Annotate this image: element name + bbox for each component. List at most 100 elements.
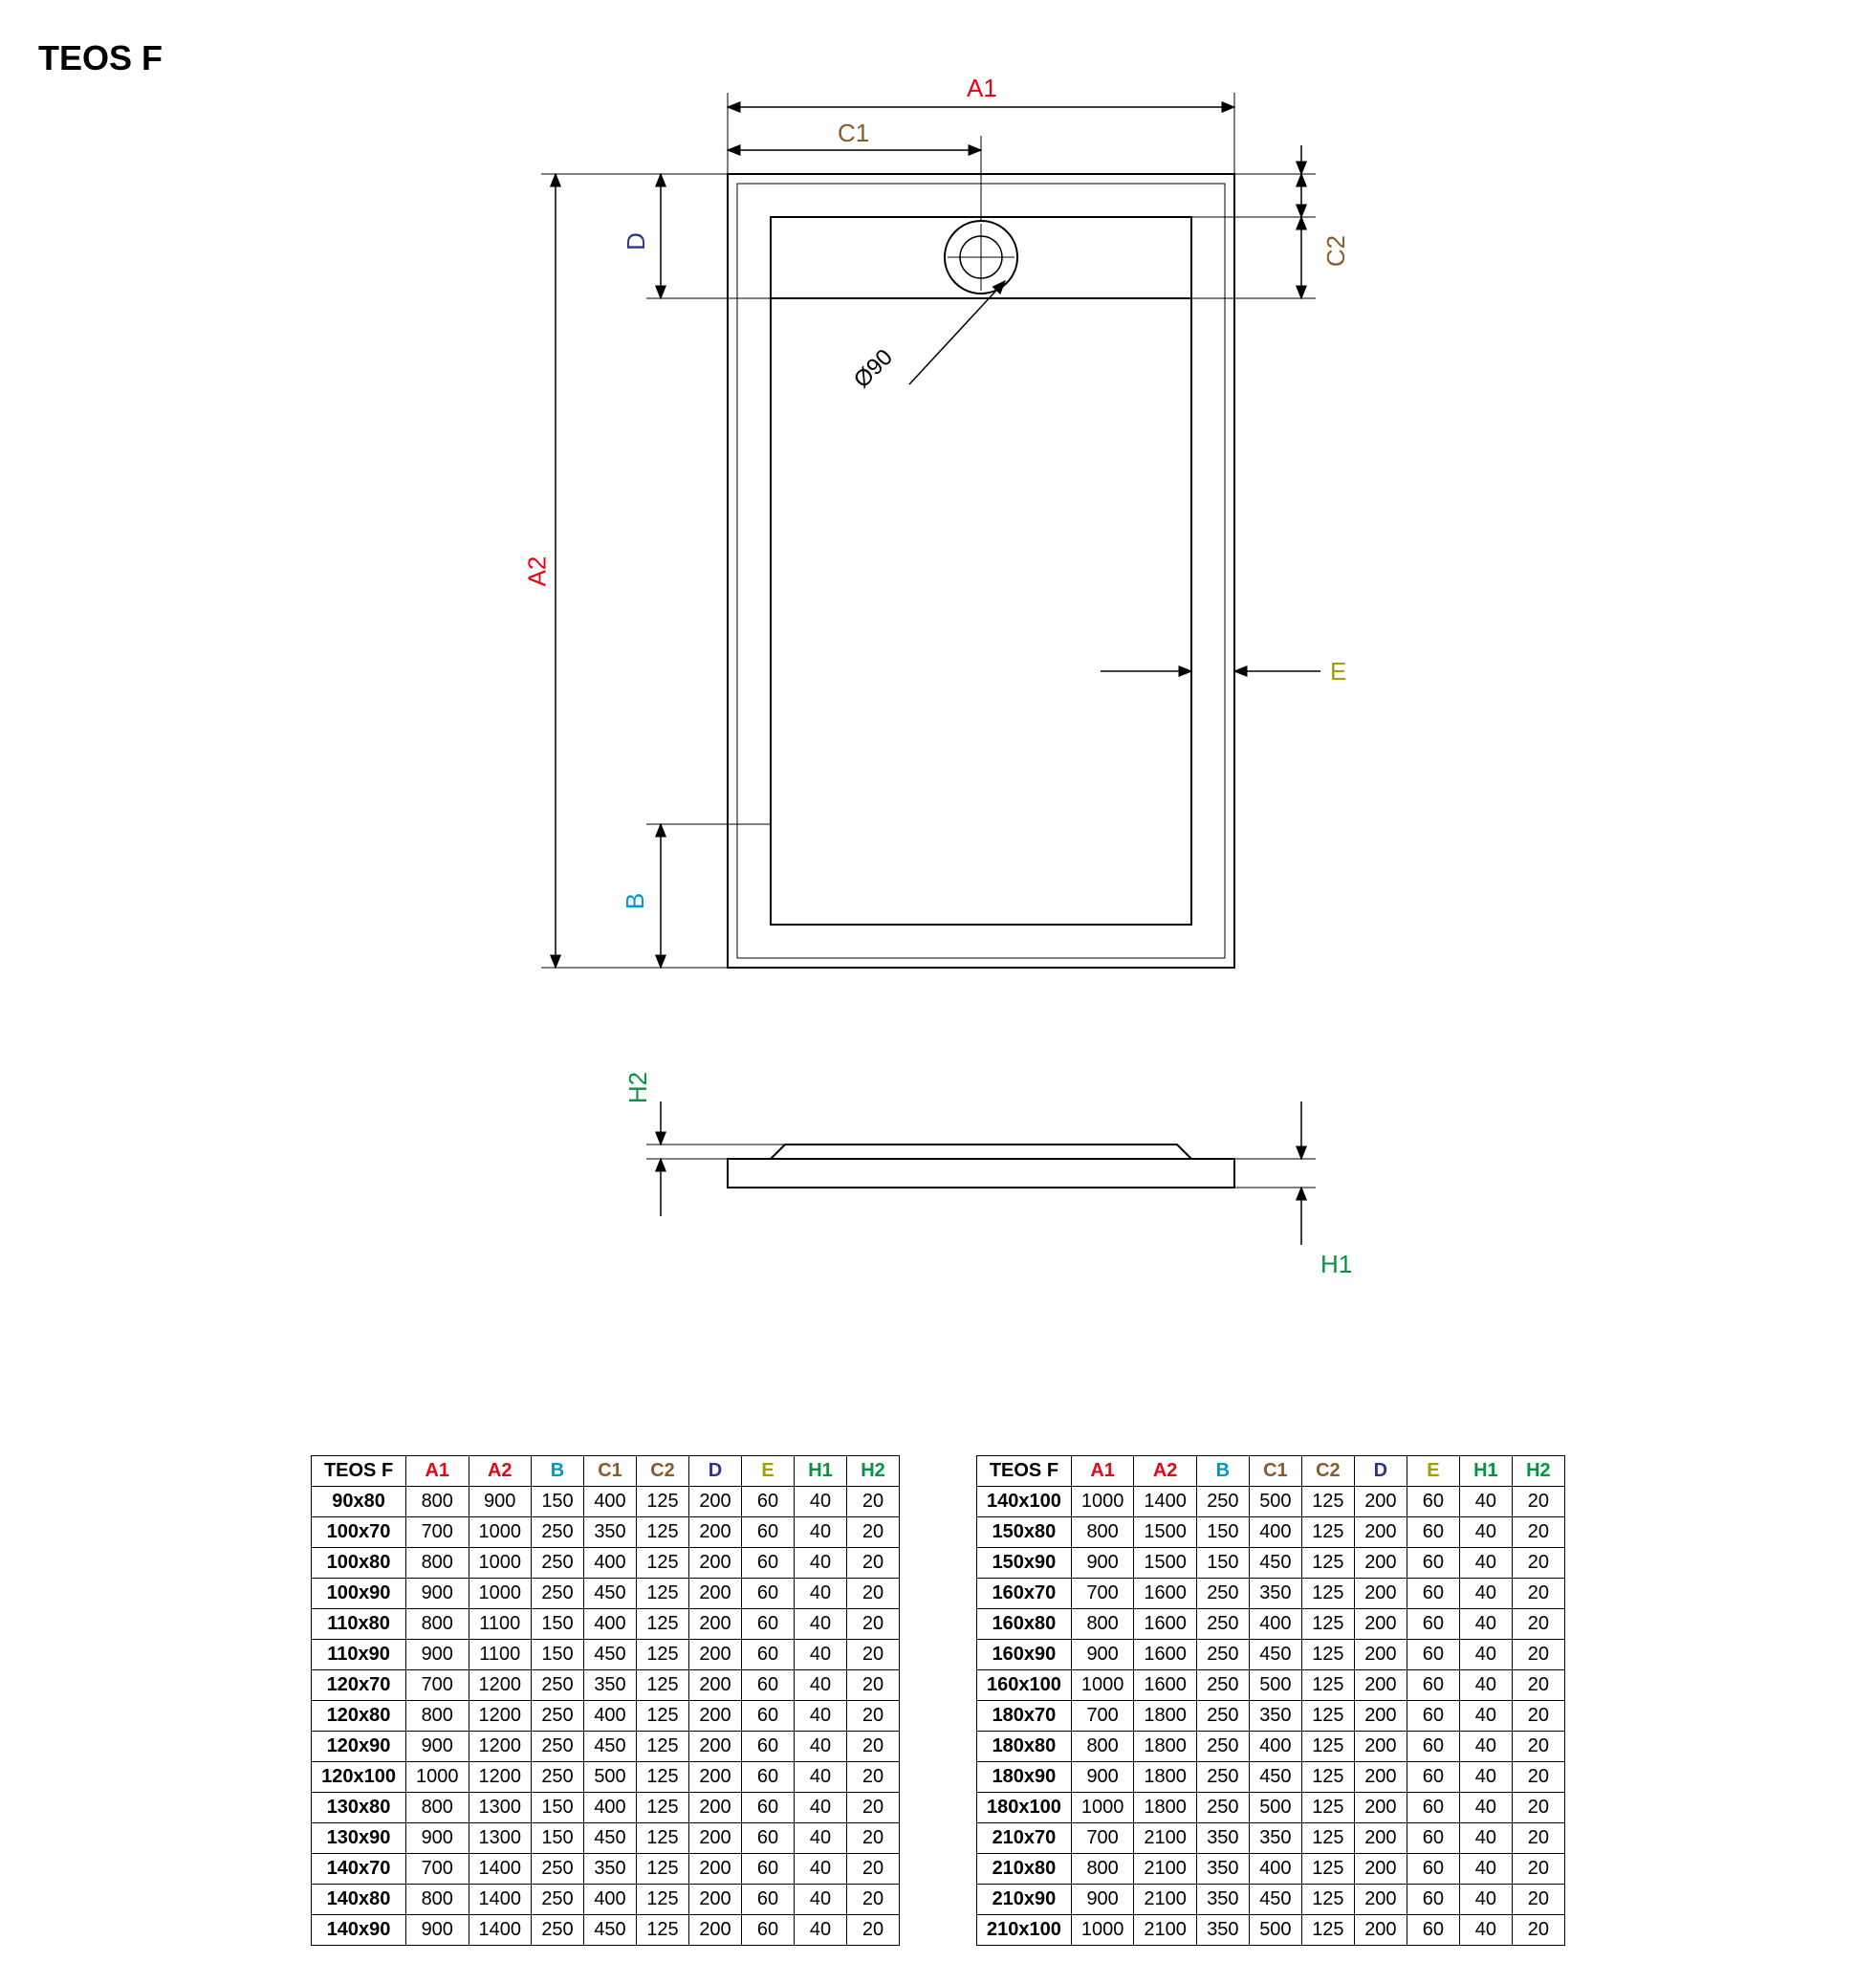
table-cell: 40 (1459, 1793, 1512, 1823)
table-cell: 200 (1354, 1915, 1407, 1946)
table-row: 140x808001400250400125200604020 (312, 1885, 900, 1915)
table-cell: 800 (1071, 1854, 1134, 1885)
table-cell: 350 (1249, 1823, 1301, 1854)
table-cell: 210x80 (977, 1854, 1072, 1885)
table-cell: 450 (584, 1640, 637, 1670)
table-cell: 20 (847, 1670, 900, 1701)
table-cell: 20 (847, 1854, 900, 1885)
dimension-table-left: TEOS FA1A2BC1C2DEH1H2 90x808009001504001… (311, 1455, 900, 1946)
table-row: 180x10010001800250500125200604020 (977, 1793, 1565, 1823)
table-cell: 60 (742, 1823, 795, 1854)
table-cell: 200 (1354, 1762, 1407, 1793)
table-row: 120x909001200250450125200604020 (312, 1732, 900, 1762)
table-header: A2 (1134, 1456, 1197, 1487)
table-cell: 20 (847, 1609, 900, 1640)
table-row: 210x808002100350400125200604020 (977, 1854, 1565, 1885)
table-cell: 200 (689, 1517, 742, 1548)
table-header: C2 (637, 1456, 689, 1487)
table-cell: 125 (637, 1915, 689, 1946)
table-cell: 200 (689, 1732, 742, 1762)
table-cell: 250 (1196, 1793, 1249, 1823)
table-cell: 900 (1071, 1885, 1134, 1915)
table-cell: 40 (795, 1885, 847, 1915)
table-cell: 700 (406, 1517, 469, 1548)
table-cell: 125 (1301, 1732, 1354, 1762)
table-cell: 1600 (1134, 1609, 1197, 1640)
table-row: 90x80800900150400125200604020 (312, 1487, 900, 1517)
table-cell: 125 (637, 1732, 689, 1762)
table-cell: 800 (406, 1885, 469, 1915)
table-cell: 125 (1301, 1640, 1354, 1670)
table-row: 160x707001600250350125200604020 (977, 1579, 1565, 1609)
table-cell: 60 (742, 1793, 795, 1823)
table-cell: 20 (1512, 1670, 1564, 1701)
table-cell: 120x100 (312, 1762, 406, 1793)
table-cell: 500 (1249, 1487, 1301, 1517)
table-row: 100x909001000250450125200604020 (312, 1579, 900, 1609)
table-cell: 60 (1407, 1579, 1459, 1609)
table-cell: 700 (1071, 1701, 1134, 1732)
table-cell: 60 (1407, 1793, 1459, 1823)
table-cell: 800 (406, 1487, 469, 1517)
table-header: B (1196, 1456, 1249, 1487)
table-cell: 160x100 (977, 1670, 1072, 1701)
table-cell: 60 (1407, 1885, 1459, 1915)
table-cell: 200 (1354, 1670, 1407, 1701)
table-cell: 1800 (1134, 1732, 1197, 1762)
table-cell: 900 (406, 1640, 469, 1670)
table-cell: 900 (469, 1487, 532, 1517)
table-cell: 450 (584, 1915, 637, 1946)
table-row: 160x808001600250400125200604020 (977, 1609, 1565, 1640)
table-cell: 125 (637, 1793, 689, 1823)
table-row: 140x10010001400250500125200604020 (977, 1487, 1565, 1517)
table-cell: 40 (795, 1732, 847, 1762)
table-cell: 125 (1301, 1609, 1354, 1640)
table-cell: 40 (1459, 1823, 1512, 1854)
table-cell: 500 (1249, 1915, 1301, 1946)
table-row: 110x808001100150400125200604020 (312, 1609, 900, 1640)
table-cell: 20 (1512, 1517, 1564, 1548)
table-cell: 250 (532, 1915, 584, 1946)
table-cell: 100x70 (312, 1517, 406, 1548)
table-cell: 1000 (469, 1517, 532, 1548)
table-cell: 60 (1407, 1487, 1459, 1517)
table-cell: 250 (532, 1579, 584, 1609)
table-header: A2 (469, 1456, 532, 1487)
table-cell: 900 (406, 1823, 469, 1854)
table-cell: 1000 (406, 1762, 469, 1793)
table-cell: 60 (742, 1732, 795, 1762)
table-cell: 150 (532, 1609, 584, 1640)
table-cell: 20 (847, 1732, 900, 1762)
table-cell: 125 (637, 1701, 689, 1732)
table-cell: 700 (406, 1854, 469, 1885)
table-cell: 210x90 (977, 1885, 1072, 1915)
table-cell: 200 (689, 1701, 742, 1732)
table-cell: 700 (1071, 1579, 1134, 1609)
table-header: C1 (1249, 1456, 1301, 1487)
table-cell: 125 (637, 1609, 689, 1640)
table-row: 160x909001600250450125200604020 (977, 1640, 1565, 1670)
table-cell: 1000 (1071, 1915, 1134, 1946)
table-cell: 200 (689, 1823, 742, 1854)
table-cell: 60 (1407, 1548, 1459, 1579)
table-cell: 40 (795, 1487, 847, 1517)
table-row: 130x808001300150400125200604020 (312, 1793, 900, 1823)
table-row: 180x707001800250350125200604020 (977, 1701, 1565, 1732)
table-cell: 60 (1407, 1670, 1459, 1701)
table-cell: 20 (847, 1701, 900, 1732)
table-cell: 350 (584, 1517, 637, 1548)
table-cell: 160x80 (977, 1609, 1072, 1640)
table-cell: 350 (1196, 1854, 1249, 1885)
table-cell: 1200 (469, 1762, 532, 1793)
table-cell: 250 (1196, 1670, 1249, 1701)
table-cell: 40 (1459, 1517, 1512, 1548)
table-cell: 350 (1196, 1823, 1249, 1854)
table-cell: 125 (637, 1854, 689, 1885)
label-h2: H2 (623, 1072, 653, 1103)
table-row: 140x707001400250350125200604020 (312, 1854, 900, 1885)
label-a2: A2 (522, 556, 552, 587)
table-cell: 1200 (469, 1670, 532, 1701)
table-cell: 20 (847, 1640, 900, 1670)
table-cell: 200 (1354, 1854, 1407, 1885)
table-cell: 900 (1071, 1640, 1134, 1670)
